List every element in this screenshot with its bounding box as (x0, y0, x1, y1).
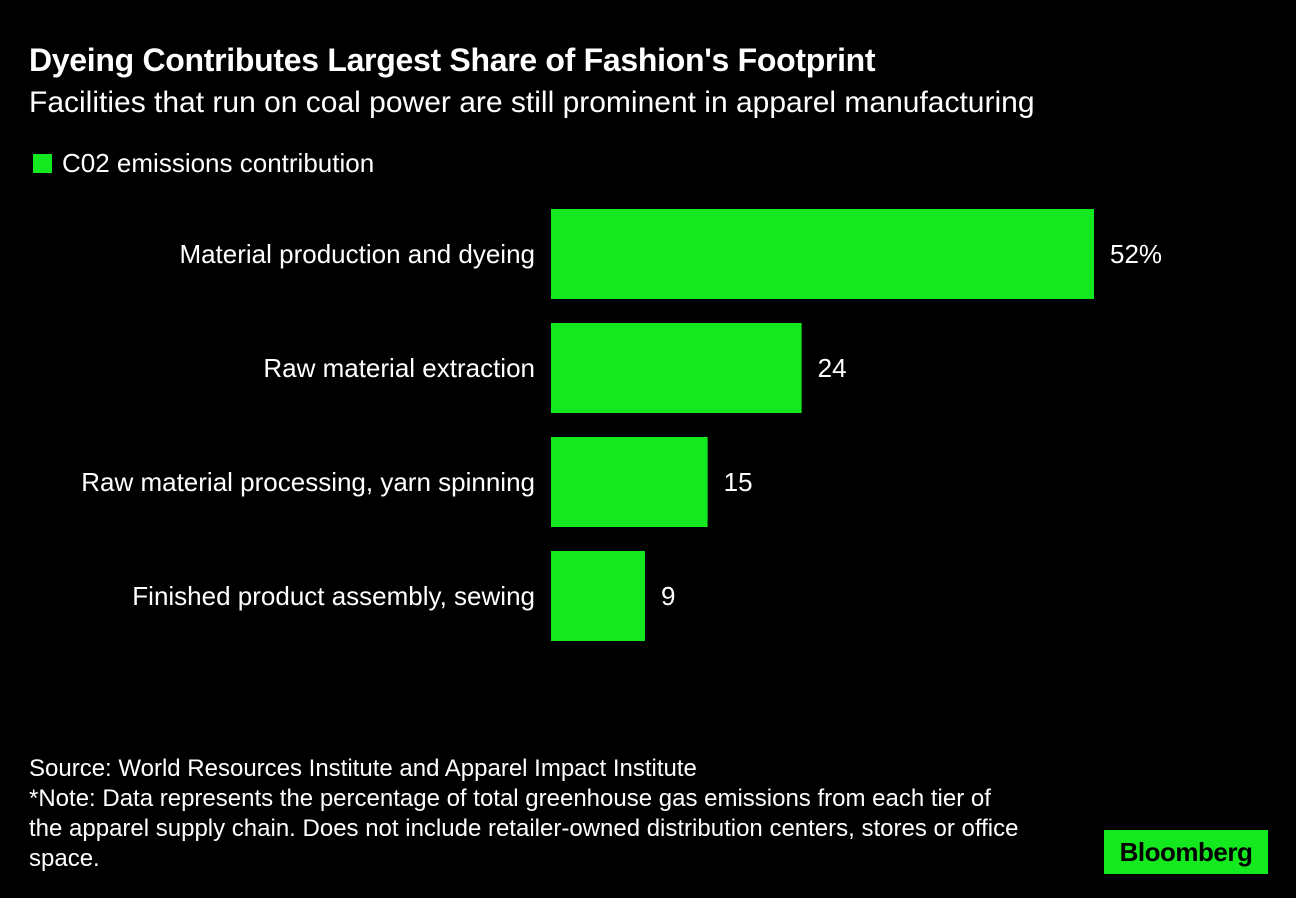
category-label: Finished product assembly, sewing (132, 581, 535, 611)
chart-title: Dyeing Contributes Largest Share of Fash… (29, 42, 876, 78)
data-note: *Note: Data represents the percentage of… (29, 785, 1019, 872)
category-label: Raw material processing, yarn spinning (81, 467, 535, 497)
category-label: Raw material extraction (263, 353, 535, 383)
bar (551, 551, 645, 641)
value-label: 24 (818, 353, 847, 383)
value-label: 52% (1110, 239, 1162, 269)
legend: C02 emissions contribution (33, 148, 374, 179)
value-label: 15 (724, 467, 753, 497)
source-note: Source: World Resources Institute and Ap… (29, 755, 697, 782)
category-label: Material production and dyeing (179, 239, 535, 269)
bar (551, 323, 802, 413)
legend-swatch (33, 154, 52, 173)
value-label: 9 (661, 581, 675, 611)
chart-subtitle: Facilities that run on coal power are st… (29, 86, 1035, 119)
bloomberg-logo: Bloomberg (1104, 830, 1268, 874)
bar (551, 437, 708, 527)
bar (551, 209, 1094, 299)
footer: Source: World Resources Institute and Ap… (29, 754, 1029, 874)
legend-label: C02 emissions contribution (62, 148, 375, 178)
